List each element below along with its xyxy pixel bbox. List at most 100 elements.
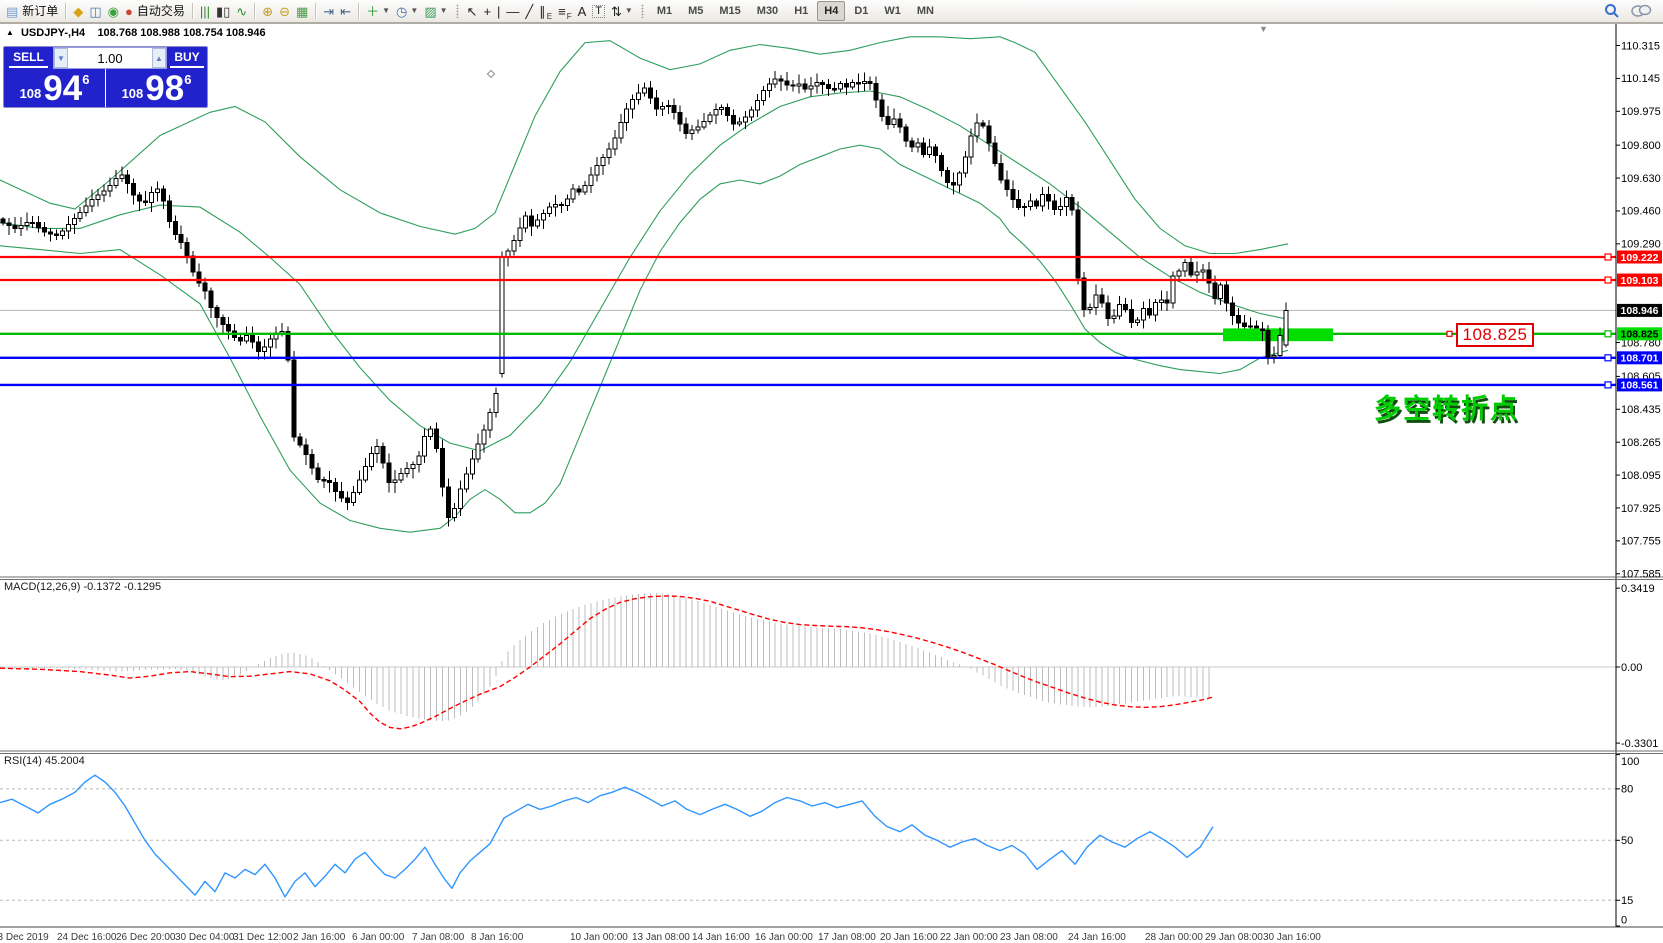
volume-increase-button[interactable]: ▲ xyxy=(152,48,166,68)
price-callout-108-825[interactable]: 108.825 xyxy=(1456,323,1534,347)
volume-decrease-button[interactable]: ▼ xyxy=(54,48,68,68)
buy-price[interactable]: 108 98 6 xyxy=(121,69,192,109)
trendline-button[interactable]: ╱ xyxy=(522,2,536,21)
new-order-button[interactable]: ▤ 新订单 xyxy=(6,3,59,19)
autotrading-icon: ● xyxy=(124,3,133,19)
crosshair-button[interactable]: + xyxy=(480,2,494,21)
time-axis-label: 8 Jan 16:00 xyxy=(471,932,524,943)
periods-button[interactable]: ◷ ▼ xyxy=(393,2,421,21)
styles-icon: ◆ xyxy=(73,3,84,19)
zoom-out-button[interactable]: ⊖ xyxy=(276,2,293,21)
time-axis-label: 23 Jan 08:00 xyxy=(1000,932,1058,943)
svg-text:15: 15 xyxy=(1621,895,1633,907)
channel-icon: ∥ xyxy=(539,3,546,19)
zoom-in-icon: ⊕ xyxy=(262,3,274,19)
cursor-icon: ↖ xyxy=(466,3,478,19)
search-icon[interactable] xyxy=(1604,3,1620,19)
annotation-text[interactable]: 多空转折点 xyxy=(1374,394,1519,424)
periods-icon: ◷ xyxy=(396,3,408,19)
svg-text:50: 50 xyxy=(1621,835,1633,847)
channel-button[interactable]: ∥ E xyxy=(539,3,553,21)
one-click-trading-panel: SELL ▼ 1.00 ▲ BUY 108 94 6 108 98 6 xyxy=(3,46,208,108)
market-watch-button[interactable]: ◫ xyxy=(86,2,104,21)
timeframe-h1-button[interactable]: H1 xyxy=(794,5,809,17)
market-watch-icon: ◫ xyxy=(89,3,102,19)
collapse-triangle-icon[interactable]: ▲ xyxy=(6,28,14,37)
chevron-down-icon[interactable]: ▼ xyxy=(624,6,633,15)
svg-text:107.755: 107.755 xyxy=(1621,536,1661,548)
svg-text:108.946: 108.946 xyxy=(1621,305,1659,317)
trendline-icon: ╱ xyxy=(525,3,534,19)
bollinger-bands xyxy=(0,36,1289,533)
svg-text:0.3419: 0.3419 xyxy=(1621,583,1655,595)
svg-text:109.630: 109.630 xyxy=(1621,173,1661,185)
time-axis-label: 14 Jan 16:00 xyxy=(692,932,750,943)
svg-text:0: 0 xyxy=(1621,914,1627,926)
cursor-button[interactable]: ↖ xyxy=(464,2,481,21)
svg-text:108.435: 108.435 xyxy=(1621,404,1661,416)
fibonacci-icon: ≡ xyxy=(558,3,566,19)
text-icon: A xyxy=(577,3,587,19)
svg-text:109.222: 109.222 xyxy=(1621,252,1659,264)
community-chat-icon[interactable] xyxy=(1630,4,1652,19)
templates-button[interactable]: ▨ ▼ xyxy=(421,2,450,21)
sell-price[interactable]: 108 94 6 xyxy=(4,69,106,107)
macd-label: MACD(12,26,9) -0.1372 -0.1295 xyxy=(4,581,162,593)
bar-chart-button[interactable]: ||| xyxy=(197,2,213,21)
text-label-button[interactable]: T xyxy=(589,2,608,21)
auto-scroll-button[interactable]: ⇥ xyxy=(320,2,337,21)
chevron-down-icon[interactable]: ▼ xyxy=(410,6,419,15)
horizontal-line-button[interactable]: — xyxy=(503,2,522,21)
buy-button[interactable]: BUY xyxy=(167,47,207,69)
time-axis-label: 28 Jan 00:00 xyxy=(1145,932,1203,943)
tile-windows-button[interactable]: ▦ xyxy=(293,2,311,21)
rsi-pane xyxy=(0,774,1616,901)
sound-alert-button[interactable]: ◉ xyxy=(105,2,122,21)
indicators-icon: ＋ xyxy=(366,3,380,19)
price-scale-label: 108.701 xyxy=(1617,351,1662,365)
vertical-line-button[interactable]: | xyxy=(494,2,503,21)
indicators-button[interactable]: ＋ ▼ xyxy=(363,2,393,21)
svg-text:110.145: 110.145 xyxy=(1621,73,1660,85)
volume-field[interactable]: 1.00 xyxy=(97,50,123,66)
svg-text:109.290: 109.290 xyxy=(1621,239,1661,251)
svg-text:107.585: 107.585 xyxy=(1621,569,1661,581)
timeframe-d1-button[interactable]: D1 xyxy=(854,5,869,17)
time-axis-label: 17 Jan 08:00 xyxy=(818,932,876,943)
svg-text:109.975: 109.975 xyxy=(1621,106,1661,118)
text-button[interactable]: A xyxy=(575,2,590,21)
chart-shift-marker-icon[interactable]: ▼ xyxy=(1259,24,1268,34)
time-axis-label: 26 Dec 20:00 xyxy=(116,932,176,943)
tile-windows-icon: ▦ xyxy=(296,3,309,19)
rsi-label: RSI(14) 45.2004 xyxy=(4,755,85,767)
time-axis-label: 22 Jan 00:00 xyxy=(940,932,998,943)
zoom-out-icon: ⊖ xyxy=(279,3,290,19)
fibonacci-button[interactable]: ≡ F xyxy=(558,3,572,21)
time-axis-label: 31 Dec 12:00 xyxy=(233,932,293,943)
timeframe-mn-button[interactable]: MN xyxy=(916,5,934,17)
chart-shift-icon: ⇤ xyxy=(340,3,352,19)
sell-button[interactable]: SELL xyxy=(4,47,53,69)
zoom-in-button[interactable]: ⊕ xyxy=(259,2,276,21)
line-chart-button[interactable]: ∿ xyxy=(233,2,250,21)
chart-shift-button[interactable]: ⇤ xyxy=(337,2,354,21)
candles-foreground xyxy=(1259,302,1289,365)
timeframe-m5-button[interactable]: M5 xyxy=(688,5,704,17)
price-scale-label: 108.825 xyxy=(1617,327,1662,341)
timeframe-m1-button[interactable]: M1 xyxy=(656,5,673,17)
chevron-down-icon[interactable]: ▼ xyxy=(382,6,391,15)
chevron-down-icon[interactable]: ▼ xyxy=(439,6,448,15)
arrows-icon: ⇅ xyxy=(610,3,622,19)
arrows-button[interactable]: ⇅ ▼ xyxy=(608,2,636,21)
candlestick-chart-button[interactable]: ▮▯ xyxy=(213,2,233,21)
timeframe-w1-button[interactable]: W1 xyxy=(884,5,901,17)
timeframe-h4-button[interactable]: H4 xyxy=(817,1,846,21)
chart-title: ▲ USDJPY-,H4 108.768 108.988 108.754 108… xyxy=(6,27,266,39)
svg-text:110.315: 110.315 xyxy=(1621,40,1660,52)
styles-button[interactable]: ◆ xyxy=(70,2,86,21)
timeframe-m15-button[interactable]: M15 xyxy=(719,5,741,17)
timeframe-m30-button[interactable]: M30 xyxy=(756,5,779,17)
autotrading-button[interactable]: ● 自动交易 xyxy=(124,3,185,19)
